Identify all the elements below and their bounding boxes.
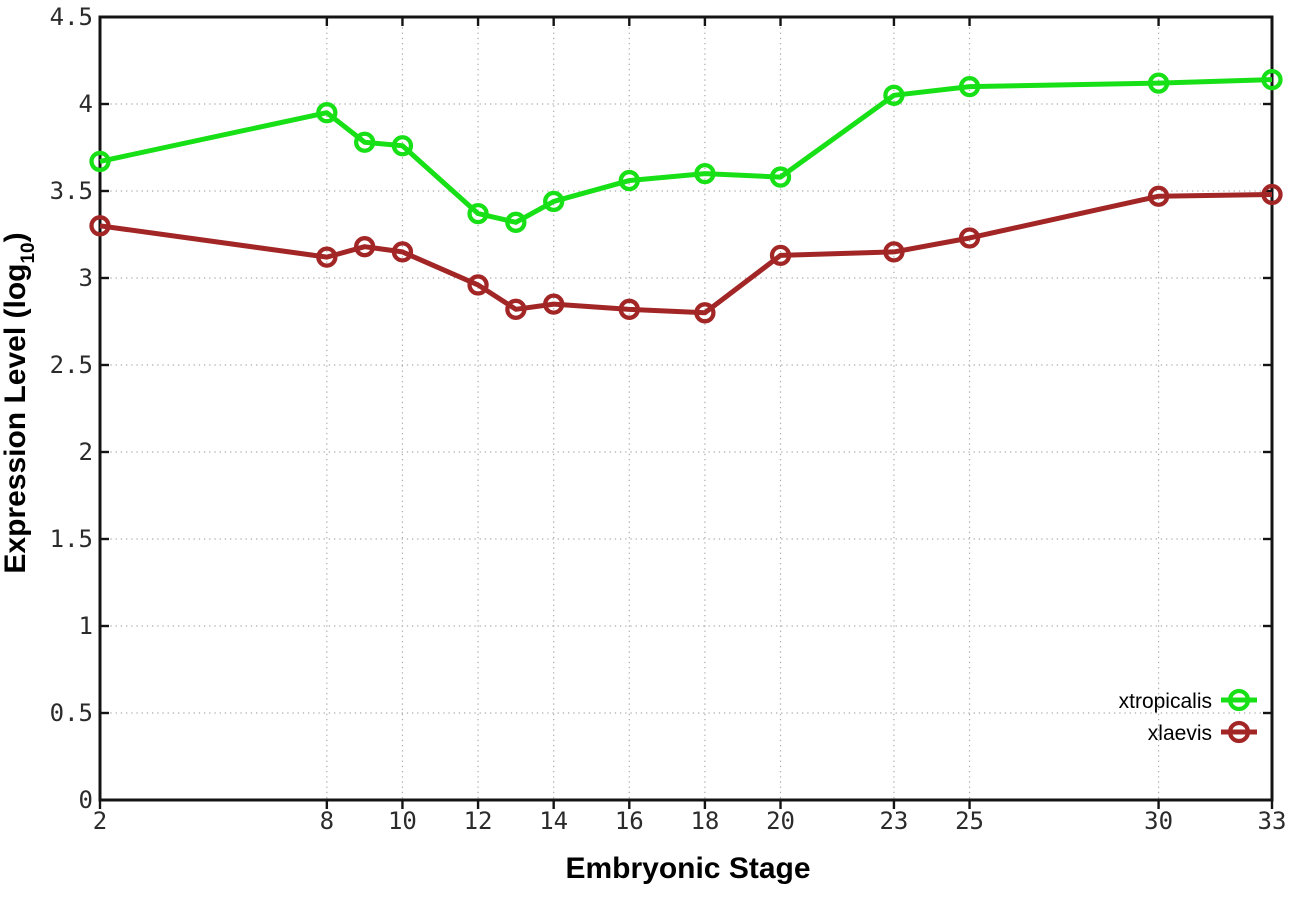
data-point-xtropicalis-stage-33	[1261, 68, 1283, 91]
x-tick-label: 12	[464, 807, 493, 835]
data-point-xlaevis-stage-13	[505, 298, 527, 320]
data-point-xlaevis-stage-30	[1147, 185, 1170, 207]
y-tick-label: 3	[79, 264, 93, 292]
plot-border	[98, 15, 1274, 802]
y-axis-title-subscript: 10	[18, 242, 39, 263]
legend: xtropicalis xlaevis	[1119, 688, 1257, 745]
data-point-xtropicalis-stage-25	[958, 75, 981, 98]
data-point-xlaevis-stage-33	[1261, 183, 1283, 206]
data-point-xtropicalis-stage-18	[694, 162, 716, 185]
series-line-xlaevis	[99, 191, 1273, 316]
legend-entry-xlaevis: xlaevis	[1148, 720, 1257, 745]
x-tick-label: 25	[955, 807, 984, 835]
data-point-xtropicalis-stage-10	[391, 135, 414, 157]
data-point-xtropicalis-stage-23	[883, 84, 905, 106]
data-point-xlaevis-stage-25	[958, 227, 981, 249]
x-tick-label: 18	[690, 807, 719, 835]
data-point-xtropicalis-stage-12	[467, 202, 489, 225]
x-tick-label: 10	[388, 807, 417, 835]
data-point-xlaevis-stage-18	[694, 302, 716, 324]
x-tick-label: 33	[1258, 807, 1287, 835]
data-point-xtropicalis-stage-13	[505, 211, 527, 233]
legend-marker-xlaevis	[1227, 720, 1251, 744]
series-line-xtropicalis	[99, 77, 1273, 225]
x-tick-label: 20	[766, 807, 795, 835]
x-axis-title: Embryonic Stage	[565, 852, 810, 885]
data-point-xlaevis-stage-2	[89, 215, 111, 237]
chart-layer: 2 8 10 12 14 16 18 20 23 25 30 33 0 0.5 1 1.5 2 2.5 3 3.5 4 4…	[50, 3, 1287, 835]
y-tick-label: 0	[79, 786, 93, 814]
data-point-xlaevis-stage-20	[769, 244, 792, 267]
data-point-xtropicalis-stage-2	[89, 150, 111, 173]
data-point-xlaevis-stage-12	[467, 274, 489, 296]
x-tick-label: 16	[615, 807, 644, 835]
y-axis-title: Expression Level (log10)	[0, 232, 39, 573]
legend-entry-xtropicalis: xtropicalis	[1119, 688, 1257, 713]
data-point-xtropicalis-stage-20	[769, 166, 792, 188]
data-point-xlaevis-stage-9	[353, 236, 376, 258]
legend-label-xtropicalis: xtropicalis	[1119, 690, 1212, 713]
x-tick-label: 8	[320, 807, 334, 835]
data-point-xtropicalis-stage-16	[618, 169, 640, 192]
y-tick-label: 2	[79, 438, 93, 466]
y-tick-label: 0.5	[50, 699, 93, 727]
data-point-xlaevis-stage-14	[543, 293, 565, 315]
y-tick-label: 3.5	[50, 177, 93, 205]
y-tick-label: 1	[79, 612, 93, 640]
data-point-xtropicalis-stage-8	[316, 102, 338, 124]
x-tick-label: 14	[539, 807, 568, 835]
x-tick-label: 2	[93, 807, 107, 835]
data-point-xlaevis-stage-23	[883, 241, 905, 263]
data-point-xtropicalis-stage-14	[543, 190, 565, 213]
data-point-xtropicalis-stage-9	[353, 131, 376, 153]
y-tick-label: 4.5	[50, 3, 93, 31]
legend-marker-xtropicalis	[1227, 688, 1251, 712]
legend-label-xlaevis: xlaevis	[1148, 722, 1212, 745]
y-axis-title-close: )	[0, 232, 32, 242]
y-axis-title-main: Expression Level (log	[0, 264, 32, 574]
data-point-xlaevis-stage-16	[618, 298, 640, 320]
y-tick-label: 2.5	[50, 351, 93, 379]
x-tick-label: 30	[1144, 807, 1173, 835]
data-point-xlaevis-stage-10	[391, 241, 414, 263]
y-tick-label: 4	[79, 90, 93, 118]
data-point-xtropicalis-stage-30	[1147, 72, 1170, 94]
data-point-xlaevis-stage-8	[316, 246, 338, 268]
y-tick-label: 1.5	[50, 525, 93, 553]
x-tick-label: 23	[879, 807, 908, 835]
